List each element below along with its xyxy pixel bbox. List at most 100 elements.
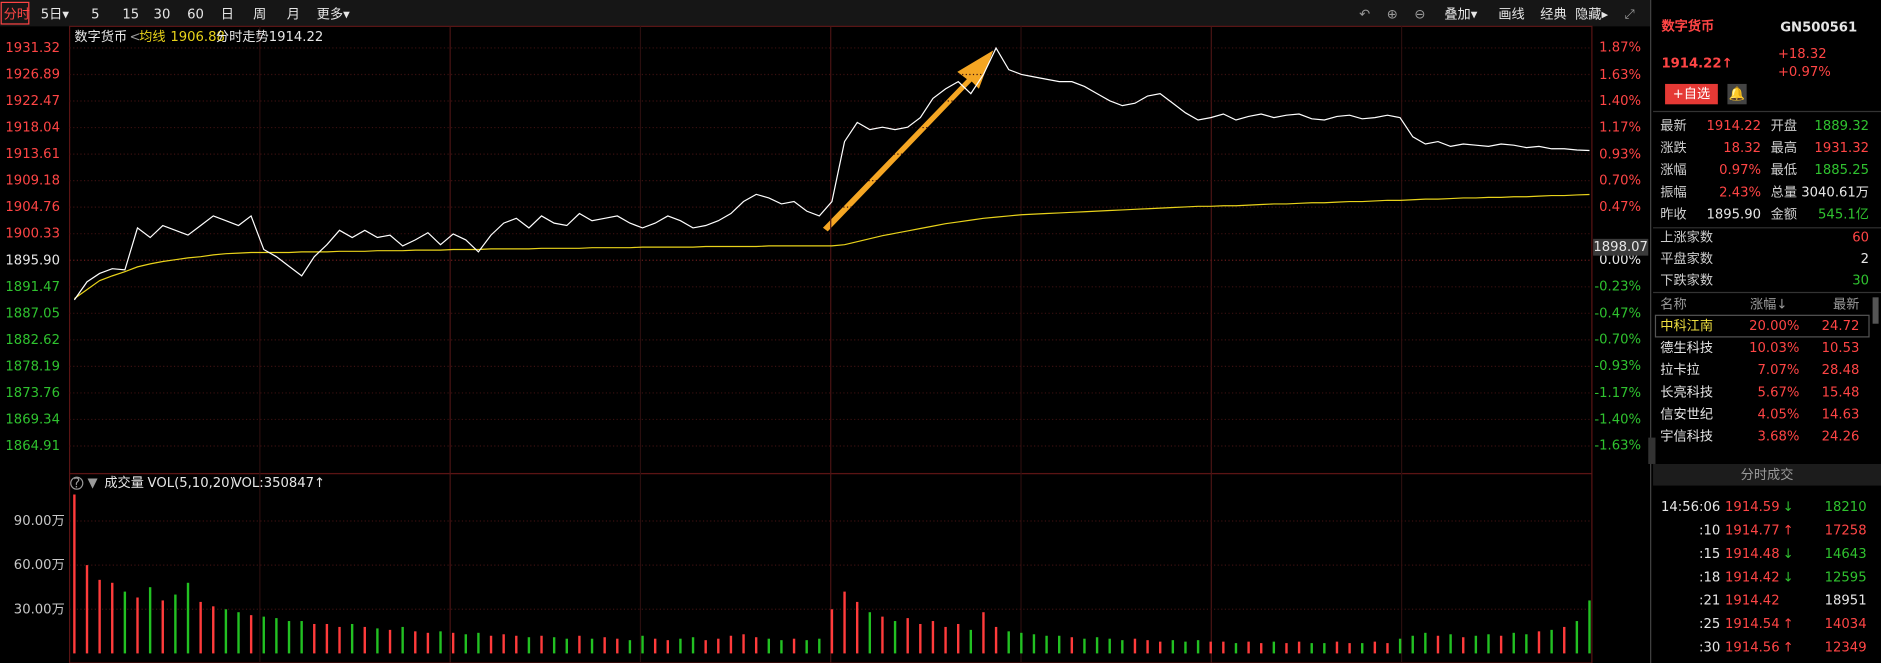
quote-label: 金额 [1771, 207, 1797, 223]
stock-change: 5.67% [1758, 385, 1800, 400]
volume-bar [792, 638, 796, 654]
volume-bar [464, 634, 467, 654]
toolbar-icon[interactable]: ⊖ [1414, 7, 1425, 22]
change: +18.32 [1778, 47, 1827, 62]
stock-name[interactable]: 德生科技 [1660, 340, 1713, 356]
toolbar-item[interactable]: 画线 [1498, 6, 1524, 22]
volume-bar [1285, 643, 1288, 654]
stock-change: 3.68% [1758, 429, 1800, 444]
dropdown-icon[interactable]: ▼ [88, 476, 99, 491]
quote-value: 18.32 [1723, 141, 1761, 156]
volume-bar [1146, 640, 1149, 654]
trade-arrow: ↑ [1783, 617, 1794, 632]
y2-tick-label: -0.70% [1594, 333, 1641, 348]
toolbar-item[interactable]: 30 [154, 7, 171, 22]
list-header[interactable]: 名称 [1660, 297, 1686, 313]
toolbar-icon[interactable]: ↶ [1359, 7, 1370, 22]
toolbar-icon[interactable]: ⊕ [1387, 7, 1398, 22]
stock-name[interactable]: 中科江南 [1660, 318, 1713, 334]
volume-bar [376, 628, 379, 654]
volume-bar [249, 615, 253, 654]
toolbar-item[interactable]: 经典 [1540, 6, 1566, 22]
volume-bar [944, 626, 947, 654]
volume-bar [161, 600, 164, 654]
back-link[interactable]: < [130, 30, 141, 45]
stock-change: 4.05% [1758, 407, 1800, 422]
trade-time: 14:56:06 [1661, 500, 1720, 515]
toolbar-item[interactable]: 5 [91, 7, 99, 22]
toolbar-item[interactable]: 60 [187, 7, 204, 22]
y-tick-label: 90.00万 [14, 514, 65, 529]
stock-name[interactable]: 宇信科技 [1660, 428, 1713, 444]
stock-name[interactable]: 信安世纪 [1660, 406, 1713, 422]
stock-name[interactable]: 长亮科技 [1660, 383, 1713, 400]
toolbar-item[interactable]: 隐藏▸ [1575, 6, 1608, 22]
toolbar-item[interactable]: 月 [287, 7, 300, 22]
trade-time: :25 [1699, 617, 1720, 632]
stock-price: 24.72 [1822, 319, 1860, 334]
volume-bar [388, 629, 392, 654]
stock-price: 15.48 [1822, 385, 1860, 400]
toolbar-item[interactable]: 5日▾ [41, 7, 70, 22]
toolbar-item[interactable]: 日 [221, 7, 234, 22]
marker-box [1593, 238, 1649, 256]
trade-volume: 14643 [1825, 547, 1867, 562]
y-tick-label: 60.00万 [14, 558, 65, 573]
trade-volume: 12595 [1825, 570, 1867, 585]
quote-value: 1889.32 [1814, 119, 1869, 134]
volume-bar [1159, 641, 1162, 654]
price-line [73, 46, 1590, 301]
trade-price: 1914.42 [1725, 570, 1780, 585]
toolbar-item[interactable]: 周 [253, 7, 266, 22]
volume-bar [1563, 626, 1566, 654]
quote-value: 1885.25 [1814, 163, 1869, 178]
y2-tick-label: 0.47% [1599, 200, 1641, 215]
alert-button[interactable] [1727, 83, 1747, 105]
volume-bar [1512, 632, 1515, 654]
volume-bar [1133, 638, 1137, 654]
volume-bar [1386, 643, 1389, 654]
watch-button[interactable] [1665, 83, 1718, 105]
volume-bar [931, 621, 935, 654]
volume-bar [1487, 634, 1490, 654]
volume-bar [590, 638, 594, 654]
y-tick-label: 1926.89 [5, 68, 60, 83]
volume-bar [414, 631, 417, 654]
quote-value: 2.43% [1719, 185, 1761, 200]
help-icon[interactable] [70, 476, 84, 490]
toolbar-icon[interactable]: ⤢ [1624, 7, 1635, 22]
trade-price: 1914.54 [1725, 617, 1780, 632]
toolbar-item[interactable]: 更多▾ [317, 5, 350, 22]
trade-volume: 18210 [1825, 500, 1867, 515]
y-tick-label: 1931.32 [5, 41, 60, 56]
list-header[interactable]: 涨幅↓ [1750, 297, 1787, 313]
volume-title: 成交量 [104, 474, 144, 491]
trade-time: :30 [1699, 640, 1720, 655]
trade-price: 1914.42 [1725, 594, 1780, 609]
list-header[interactable]: 最新 [1833, 297, 1859, 313]
y2-tick-label: 0.00% [1599, 253, 1641, 268]
volume-bar [616, 638, 619, 654]
volume-bar [1171, 640, 1175, 654]
stock-name[interactable]: 拉卡拉 [1660, 362, 1700, 378]
watch-button-label[interactable]: +自选 [1673, 86, 1710, 102]
volume-bar [1348, 643, 1351, 654]
stock-price: 14.63 [1822, 407, 1860, 422]
volume-bar [148, 587, 152, 654]
y-tick-label: 1909.18 [5, 174, 60, 189]
volume-bar [982, 612, 985, 654]
y2-tick-label: 1.87% [1599, 41, 1641, 56]
volume-bar [691, 637, 695, 654]
volume-bar [325, 623, 329, 654]
volume-bar [174, 594, 177, 654]
sector-name: 数字货币 [1661, 17, 1714, 34]
toolbar-item[interactable]: 分时 [4, 6, 30, 22]
volume-bar [1462, 637, 1465, 654]
volume-bar [1045, 635, 1048, 654]
toolbar-item[interactable]: 15 [122, 7, 139, 22]
y2-tick-label: 1.17% [1599, 120, 1641, 135]
trade-arrow: ↑ [1783, 524, 1794, 539]
volume-bar [565, 638, 568, 654]
toolbar-item[interactable]: 叠加▾ [1444, 6, 1477, 22]
